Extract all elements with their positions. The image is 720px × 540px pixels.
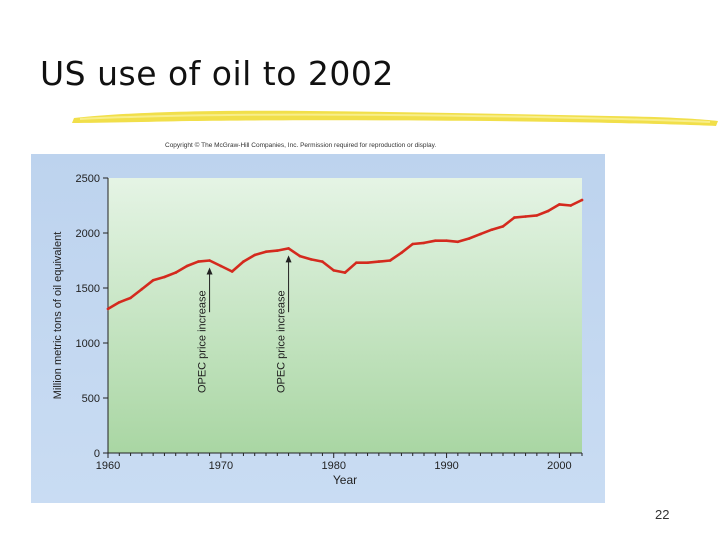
- data-point: [185, 264, 189, 268]
- data-point: [208, 259, 211, 262]
- data-point: [422, 241, 426, 245]
- data-point: [253, 253, 257, 257]
- data-point: [580, 198, 584, 202]
- page-number: 22: [655, 507, 670, 522]
- data-point: [242, 260, 245, 263]
- data-point: [388, 259, 392, 262]
- plot-area: [108, 178, 582, 453]
- data-point: [569, 204, 573, 207]
- data-point: [287, 247, 290, 250]
- chart-axes: [103, 177, 583, 458]
- data-point: [558, 203, 561, 206]
- x-tick-label: 1980: [321, 460, 345, 472]
- data-point: [400, 251, 403, 255]
- x-tick-label: 1970: [209, 460, 233, 472]
- data-point: [332, 269, 336, 272]
- oil-use-chart: 0 500 1000 1500 2000 2500 1960 1970 1980 1990 2000…: [31, 154, 605, 503]
- annotation-label-2: OPEC price increase: [276, 290, 288, 393]
- slide-title: US use of oil to 2002: [40, 54, 394, 93]
- annotation-arrowhead-2: [285, 255, 292, 263]
- data-point: [524, 215, 527, 218]
- data-point: [196, 260, 200, 263]
- x-tick-label: 2000: [547, 460, 571, 472]
- data-point: [490, 228, 494, 231]
- data-point: [467, 237, 471, 240]
- data-point: [140, 287, 144, 291]
- data-point: [501, 225, 505, 228]
- y-tick-label: 2500: [76, 173, 100, 185]
- y-tick-label: 2000: [76, 228, 100, 240]
- data-point: [343, 271, 347, 274]
- title-underline-highlight: [79, 113, 711, 123]
- y-axis-label: Million metric tons of oil equivalent: [52, 232, 64, 400]
- data-point: [411, 242, 415, 246]
- annotation-label-1: OPEC price increase: [197, 290, 209, 393]
- data-point: [219, 264, 223, 268]
- data-point: [230, 270, 234, 273]
- data-point: [117, 301, 121, 304]
- x-tick-label: 1990: [434, 460, 458, 472]
- data-point: [433, 239, 437, 242]
- data-point: [456, 240, 460, 244]
- copyright-notice: Copyright © The McGraw-Hill Companies, I…: [165, 142, 437, 149]
- data-point: [445, 239, 448, 242]
- data-point: [129, 296, 132, 300]
- data-point: [275, 249, 279, 252]
- data-point: [264, 250, 268, 253]
- title-underline-stroke: [72, 110, 718, 126]
- data-point: [174, 271, 178, 274]
- data-point: [546, 209, 550, 213]
- data-point: [535, 214, 539, 217]
- data-point: [298, 254, 302, 258]
- annotation-arrowhead-1: [206, 267, 213, 275]
- y-tick-label: 1000: [76, 338, 100, 350]
- data-point: [377, 260, 381, 263]
- data-point: [106, 307, 110, 311]
- data-point: [479, 232, 482, 236]
- data-point: [354, 261, 358, 264]
- y-tick-label: 500: [82, 393, 100, 405]
- x-axis-label: Year: [333, 473, 357, 487]
- data-point: [366, 261, 369, 264]
- x-tick-label: 1960: [96, 460, 120, 472]
- chart-labels: 0 500 1000 1500 2000 2500 1960 1970 1980 1990 2000…: [52, 173, 572, 487]
- data-point: [151, 279, 155, 282]
- data-point: [512, 216, 516, 219]
- y-tick-label: 0: [94, 448, 100, 460]
- chart-marks: [106, 198, 584, 313]
- data-point: [309, 258, 313, 261]
- y-tick-label: 1500: [76, 283, 100, 295]
- data-point: [163, 275, 166, 279]
- data-point: [321, 260, 324, 263]
